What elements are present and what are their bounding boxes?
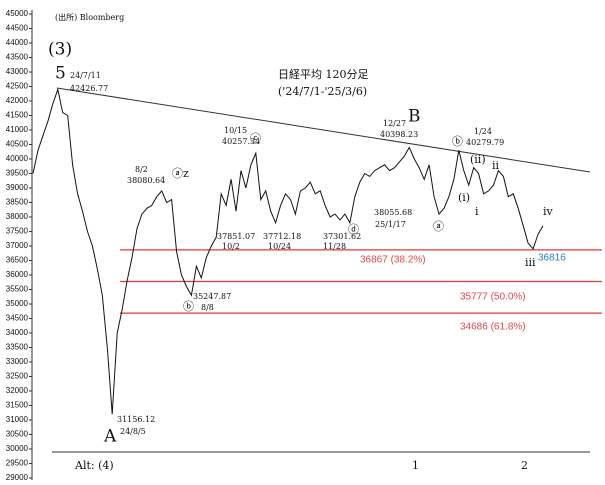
- y-tick-label: 33500: [6, 343, 29, 352]
- annotation: ii: [492, 159, 500, 172]
- trend-line: [56, 87, 591, 173]
- y-tick-label: 44000: [6, 38, 29, 47]
- y-tick-label: 42000: [6, 96, 29, 105]
- y-tick-label: 34500: [6, 314, 29, 323]
- annotation: ⓐ: [433, 220, 444, 233]
- annotation: Alt: (4): [74, 459, 114, 472]
- y-tick-label: 44500: [6, 24, 29, 33]
- y-tick-label: 39500: [6, 169, 29, 178]
- y-tick-label: 43000: [6, 67, 29, 76]
- annotation: 42426.77: [70, 84, 108, 93]
- y-tick-label: 36000: [6, 270, 29, 279]
- annotation: i: [475, 205, 479, 218]
- annotation: 8/8: [201, 303, 214, 312]
- annotation: 37851.07: [217, 232, 255, 241]
- y-tick-label: 35000: [6, 299, 29, 308]
- annotation: 11/28: [323, 242, 346, 251]
- annotation: 10/15: [224, 126, 247, 135]
- y-tick-label: 41500: [6, 111, 29, 120]
- annotation: 10/2: [222, 242, 240, 251]
- annotation: ⓑ: [183, 300, 194, 313]
- annotation: 日経平均 120分足: [278, 68, 369, 81]
- retracement-label: 35777 (50.0%): [460, 292, 526, 303]
- y-tick-label: 29500: [6, 459, 29, 468]
- annotation: 2: [521, 459, 528, 472]
- annotation: B: [408, 107, 421, 127]
- annotation: iv: [543, 205, 554, 218]
- annotation: A: [103, 427, 117, 447]
- price-line: [32, 87, 544, 415]
- annotation: 1/24: [474, 127, 492, 136]
- annotation: 10/24: [268, 242, 291, 251]
- annotation: 40398.23: [380, 130, 418, 139]
- annotation: 40279.79: [466, 138, 504, 147]
- retracement-label: 34686 (61.8%): [460, 322, 526, 333]
- y-tick-label: 38500: [6, 198, 29, 207]
- annotation: 35247.87: [193, 292, 231, 301]
- annotation: 1: [412, 459, 419, 472]
- annotation: ('24/7/1-'25/3/6): [278, 85, 367, 98]
- annotation: 31156.12: [117, 415, 155, 424]
- annotation: ⓓ: [348, 223, 359, 236]
- y-tick-label: 35500: [6, 285, 29, 294]
- y-tick-label: 31000: [6, 415, 29, 424]
- y-tick-label: 39000: [6, 183, 29, 192]
- annotation: 24/8/5: [120, 427, 146, 436]
- annotation: 5: [55, 64, 66, 84]
- annotation: (ii): [470, 153, 486, 166]
- y-tick-label: 30500: [6, 430, 29, 439]
- y-tick-label: 40500: [6, 140, 29, 149]
- annotation: ⓑ: [452, 135, 463, 148]
- annotation: 37301.62: [323, 232, 361, 241]
- y-tick-label: 32000: [6, 386, 29, 395]
- annotation: 37712.18: [263, 232, 301, 241]
- annotation: 25/1/17: [375, 220, 406, 229]
- y-tick-label: 30000: [6, 444, 29, 453]
- y-tick-label: 41000: [6, 125, 29, 134]
- y-tick-label: 40000: [6, 154, 29, 163]
- y-tick-label: 31500: [6, 401, 29, 410]
- y-tick-label: 43500: [6, 53, 29, 62]
- y-tick-label: 45000: [6, 9, 29, 18]
- y-tick-label: 37000: [6, 241, 29, 250]
- y-tick-label: 37500: [6, 227, 29, 236]
- y-tick-label: 38000: [6, 212, 29, 221]
- y-tick-label: 36500: [6, 256, 29, 265]
- annotation: (3): [48, 40, 72, 60]
- retracement-label: 36867 (38.2%): [360, 255, 426, 266]
- annotation: ⓒ: [250, 132, 261, 145]
- y-tick-label: 32500: [6, 372, 29, 381]
- y-tick-label: 33000: [6, 357, 29, 366]
- annotation: iii: [525, 256, 536, 269]
- annotation: 12/27: [383, 119, 406, 128]
- annotation: 40257.34: [222, 137, 260, 146]
- low-label: 36816: [538, 253, 566, 264]
- annotation: 38055.68: [374, 208, 412, 217]
- y-tick-label: 42500: [6, 82, 29, 91]
- annotation: (出所) Bloomberg: [55, 12, 124, 22]
- annotation: 38080.64: [127, 176, 165, 185]
- annotation: 8/2: [135, 165, 148, 174]
- annotation: ⓐz: [172, 167, 189, 180]
- annotation: 24/7/11: [70, 71, 101, 80]
- y-tick-label: 34000: [6, 328, 29, 337]
- y-tick-label: 29000: [6, 473, 29, 482]
- annotation: (i): [458, 191, 470, 204]
